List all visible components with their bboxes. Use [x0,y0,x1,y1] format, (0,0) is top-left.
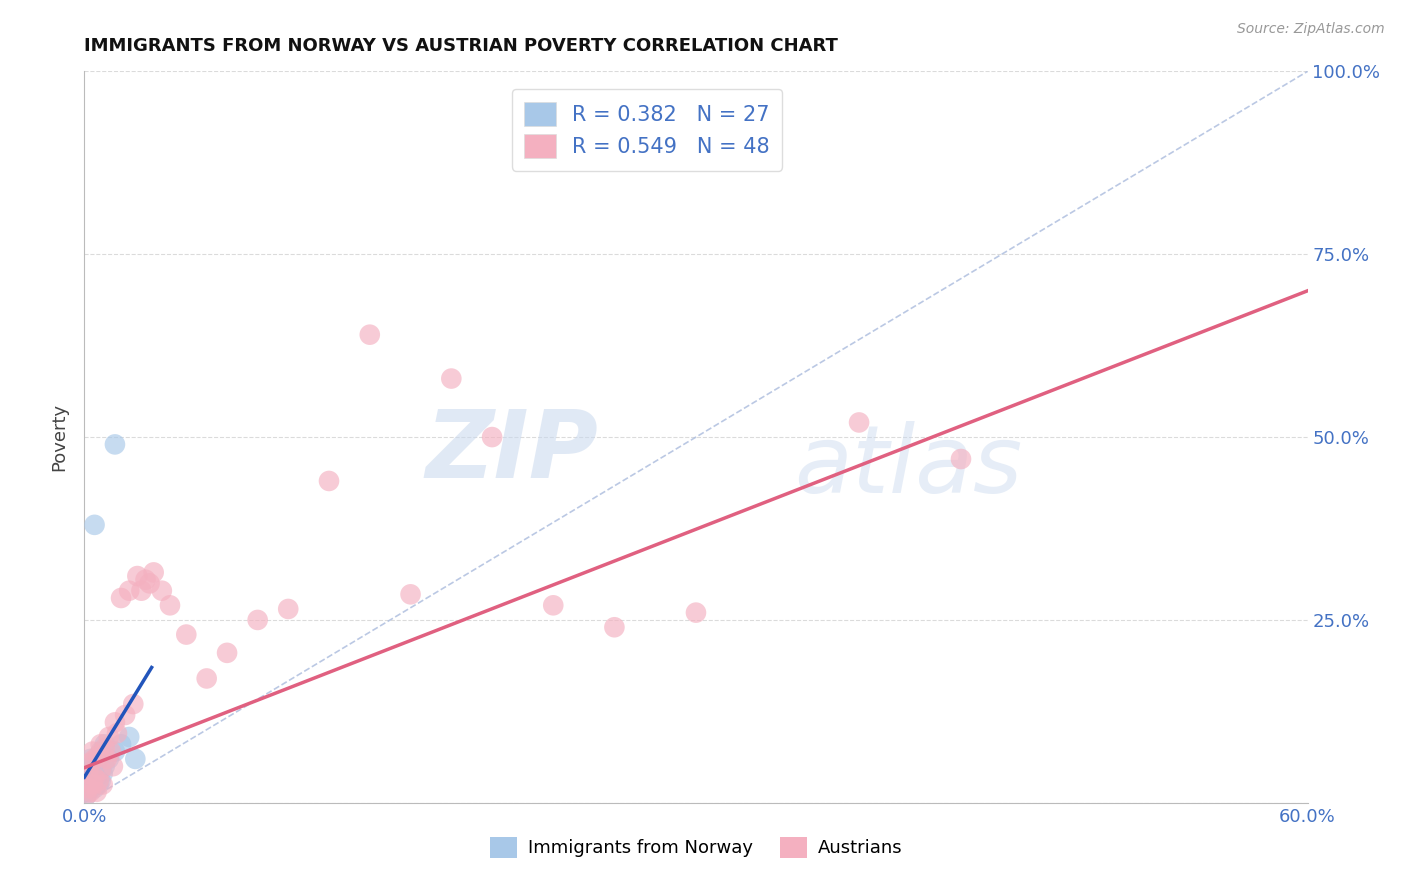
Point [399,587,422,601]
Point [91,766,114,780]
Point [114,708,136,723]
Point [118,583,141,598]
Point [122,697,145,711]
Point [101,759,124,773]
Point [97,730,120,744]
Point [90,773,112,788]
Point [97,752,120,766]
Point [150,583,173,598]
Point [79,752,101,766]
Point [83,517,105,532]
Point [110,737,132,751]
Point [142,566,165,580]
Point [91,778,114,792]
Point [87,778,110,792]
Point [79,766,101,780]
Point [359,327,381,342]
Legend: Immigrants from Norway, Austrians: Immigrants from Norway, Austrians [481,828,911,867]
Point [82,759,104,773]
Point [118,730,141,744]
Text: IMMIGRANTS FROM NORWAY VS AUSTRIAN POVERTY CORRELATION CHART: IMMIGRANTS FROM NORWAY VS AUSTRIAN POVER… [84,37,838,54]
Point [217,646,239,660]
Point [87,752,110,766]
Point [90,737,112,751]
Point [603,620,626,634]
Text: Source: ZipAtlas.com: Source: ZipAtlas.com [1237,22,1385,37]
Point [131,583,153,598]
Point [87,773,110,788]
Point [135,573,157,587]
Point [100,745,122,759]
Point [79,785,101,799]
Point [83,770,105,784]
Point [75,789,97,803]
Point [87,748,110,763]
Point [82,773,104,788]
Point [950,452,973,467]
Point [481,430,503,444]
Point [174,627,197,641]
Point [138,576,160,591]
Point [96,752,118,766]
Point [75,781,97,796]
Point [685,606,707,620]
Point [440,371,463,385]
Point [104,715,127,730]
Point [848,416,870,430]
Point [86,770,108,784]
Point [77,766,100,780]
Point [79,778,101,792]
Point [318,474,340,488]
Point [83,763,105,777]
Point [195,672,218,686]
Point [93,740,115,755]
Point [104,437,127,451]
Point [110,591,132,605]
Point [93,759,115,773]
Point [79,756,101,770]
Point [104,745,127,759]
Point [77,773,100,788]
Point [83,781,105,796]
Point [93,737,115,751]
Point [82,778,104,792]
Point [246,613,269,627]
Y-axis label: Poverty: Poverty [51,403,69,471]
Point [75,789,97,803]
Point [159,599,181,613]
Point [82,745,104,759]
Point [86,756,108,770]
Point [77,781,100,796]
Point [90,763,112,777]
Text: ZIP: ZIP [425,406,598,498]
Point [543,599,565,613]
Text: atlas: atlas [794,421,1022,512]
Point [90,745,112,759]
Point [77,785,100,799]
Point [127,569,149,583]
Point [105,726,128,740]
Point [124,752,146,766]
Point [86,785,108,799]
Point [277,602,299,616]
Point [83,752,105,766]
